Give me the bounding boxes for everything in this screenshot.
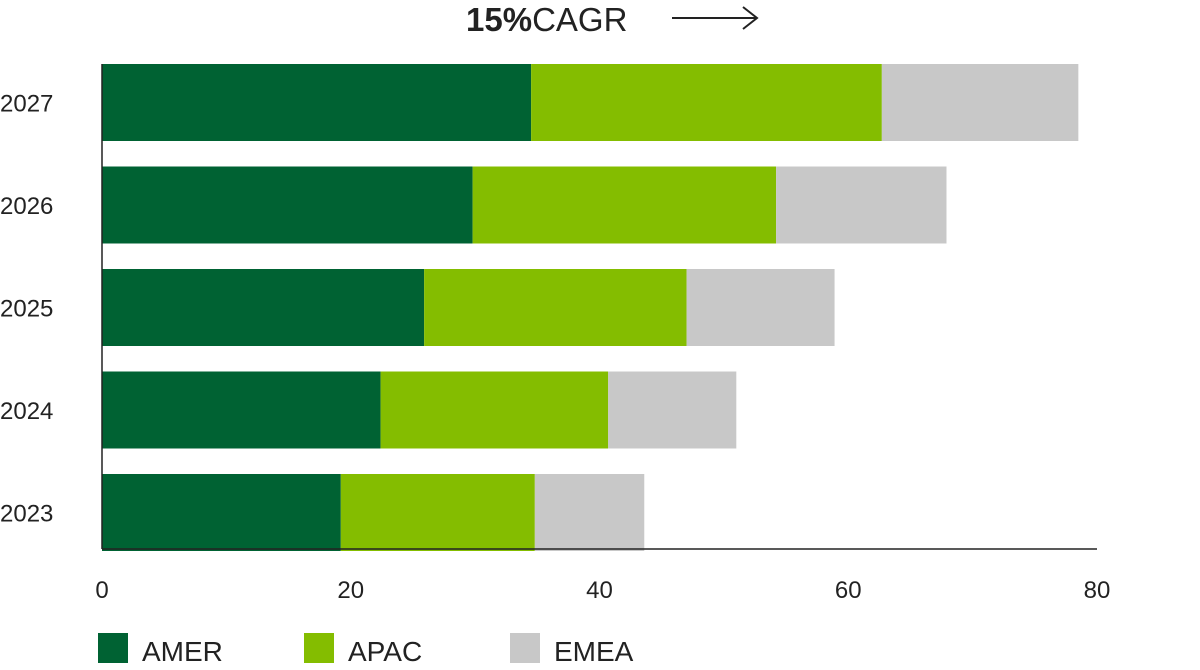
- legend-label-apac: APAC: [348, 636, 422, 667]
- bar-apac-2026: [472, 166, 777, 244]
- y-tick-label-2025: 2025: [0, 296, 53, 323]
- bar-amer-2027: [102, 64, 532, 141]
- bars-group: [102, 64, 1079, 551]
- bar-emea-2024: [608, 371, 737, 449]
- bar-emea-2025: [686, 269, 835, 346]
- cagr-header: 15%CAGR: [466, 1, 759, 38]
- bar-amer-2025: [102, 269, 425, 346]
- y-tick-label-2026: 2026: [0, 193, 53, 220]
- bar-amer-2024: [102, 371, 381, 449]
- svg-text:15%CAGR: 15%CAGR: [466, 1, 627, 38]
- bar-apac-2023: [340, 474, 535, 551]
- legend-swatch-emea: [510, 633, 540, 663]
- x-tick-label-0: 0: [95, 577, 108, 604]
- cagr-value: 15%: [466, 1, 532, 38]
- long-right-arrow-icon: [672, 6, 759, 30]
- bar-amer-2026: [102, 166, 473, 244]
- bar-amer-2023: [102, 474, 341, 551]
- y-tick-label-2023: 2023: [0, 501, 53, 528]
- x-tick-label-80: 80: [1084, 577, 1111, 604]
- bar-emea-2026: [776, 166, 947, 244]
- y-tick-label-2024: 2024: [0, 398, 53, 425]
- y-tick-labels: 2027 2026 2025 2024 2023: [0, 91, 53, 528]
- bar-emea-2023: [534, 474, 645, 551]
- x-tick-label-40: 40: [586, 577, 613, 604]
- x-tick-labels: 0 20 40 60 80: [95, 577, 1110, 604]
- bar-apac-2027: [531, 64, 882, 141]
- x-tick-label-20: 20: [337, 577, 364, 604]
- bar-emea-2027: [881, 64, 1079, 141]
- legend-label-amer: AMER: [142, 636, 223, 667]
- bar-apac-2024: [380, 371, 609, 449]
- legend-swatch-amer: [98, 633, 128, 663]
- legend-label-emea: EMEA: [554, 636, 634, 667]
- bar-apac-2025: [424, 269, 687, 346]
- y-tick-label-2027: 2027: [0, 91, 53, 118]
- legend: AMER APAC EMEA: [98, 633, 634, 667]
- x-tick-label-60: 60: [835, 577, 862, 604]
- legend-swatch-apac: [304, 633, 334, 663]
- cagr-label: CAGR: [532, 1, 627, 38]
